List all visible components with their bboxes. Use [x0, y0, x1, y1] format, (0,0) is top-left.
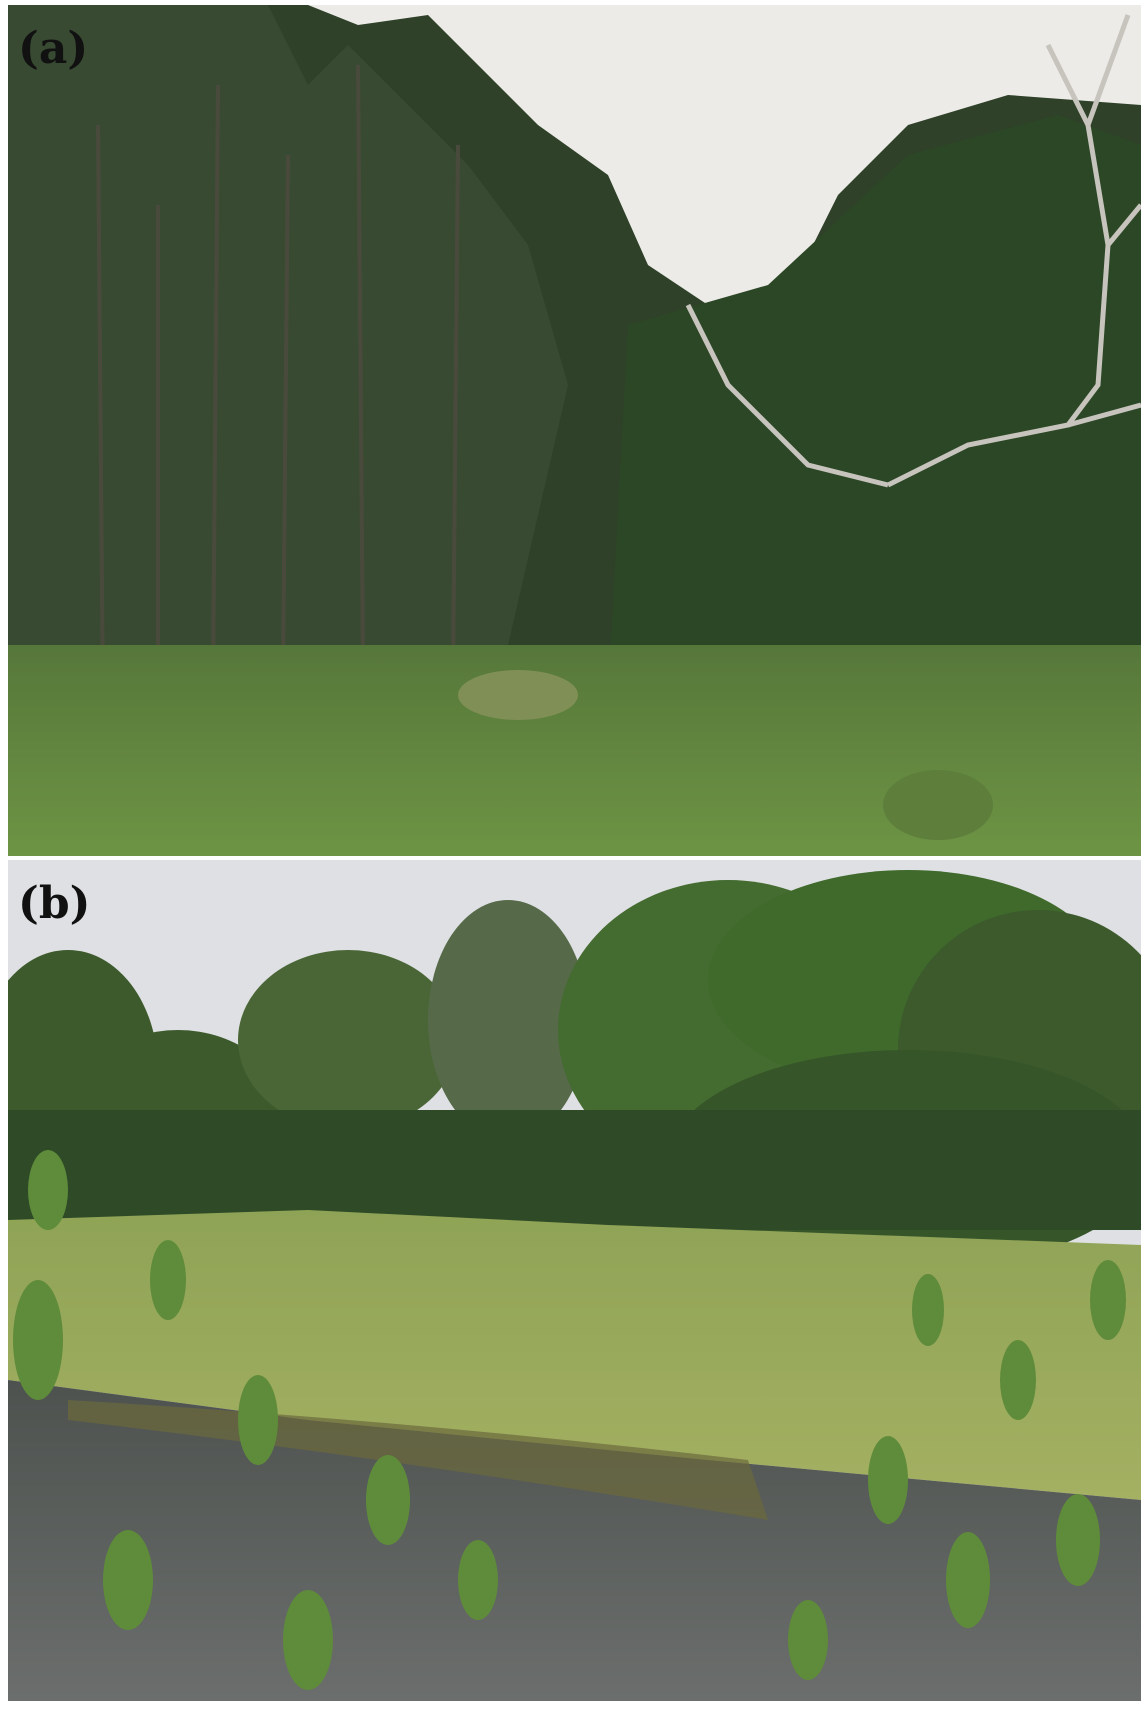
figure: (a) (b): [0, 0, 1148, 1714]
panel-label: (b): [18, 878, 90, 929]
panel-label: (a): [18, 23, 88, 74]
photo-b: (b): [0, 860, 1148, 1701]
page: (a) (b) (() => { const: [0, 0, 1148, 1714]
photo-a: (a): [8, 5, 1141, 856]
